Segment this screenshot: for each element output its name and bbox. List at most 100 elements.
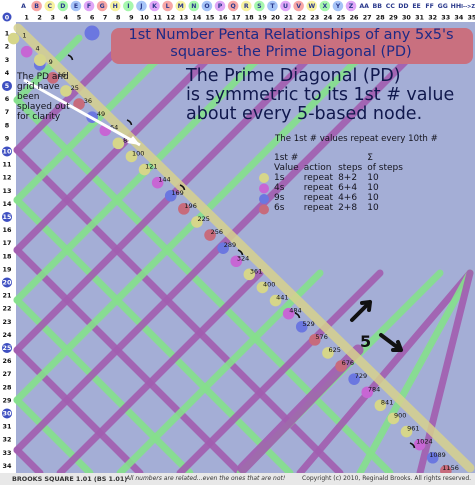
diagonal-value: 49 (97, 110, 105, 118)
column-letter-badge (267, 0, 278, 12)
lattice-line-up (176, 269, 384, 477)
statement-line-1: The Prime Diagonal (PD) (186, 66, 401, 86)
row-number: 29 (3, 396, 12, 404)
row-number: 31 (3, 423, 12, 431)
column-number: 19 (258, 14, 267, 22)
row-number: 21 (3, 292, 12, 300)
prime-diagonal-band (13, 23, 475, 473)
column-letter-badge (70, 0, 82, 12)
prime-diagonal: 1491625364964811001211441691962252562893… (7, 23, 475, 485)
column-letter-badge (227, 0, 239, 12)
row-number: 7 (5, 108, 9, 116)
symmetry-arrow (237, 249, 244, 256)
diagonal-node (400, 425, 413, 438)
row-number-badge (2, 342, 12, 353)
column-header-row: A B C D E F G H I J K L M N O P Q R S T U V W X Y Z AA BB CC DD EE FF GG… (18, 0, 475, 12)
column-letter: E (74, 3, 78, 10)
column-letter-badge (18, 0, 29, 12)
column-number: 27 (363, 14, 372, 22)
diagonal-node (47, 72, 59, 84)
lattice-line-up (356, 269, 474, 477)
column-number-row: 0 1 2 3 4 5 6 7 8 9 10 11 12 13 14 15 16 17 18 19 20 21 22 23 24… (0, 12, 475, 22)
statement-line-3: about every 5-based node. (186, 104, 423, 124)
row-number: 9 (5, 134, 10, 142)
column-letter: G (100, 3, 105, 10)
row-number: 6 (5, 95, 10, 103)
column-number-band (0, 12, 475, 22)
diagonal-node (426, 451, 439, 464)
column-number: 29 (389, 14, 398, 22)
column-letter-badge (201, 0, 213, 12)
diagonal-value: 100 (132, 149, 144, 157)
row-number: 30 (3, 409, 12, 417)
row-number: 33 (3, 449, 12, 457)
row-steps: 2+8 (338, 203, 358, 213)
repeat-row: 9s repeat 4+6 10 (274, 193, 408, 203)
row-action: repeat (303, 203, 334, 213)
diagonal-value: 64 (110, 123, 118, 131)
column-letter: N (191, 3, 196, 10)
column-letter: GG (438, 3, 448, 10)
row-value: 1s (274, 173, 285, 183)
column-number: 8 (116, 14, 121, 22)
footer-title: BROOKS SQUARE 1.01 (BS 1.01) (12, 475, 128, 483)
column-letter-badge (280, 0, 291, 12)
diagonal-value: 729 (355, 372, 367, 380)
column-letter-badge (96, 0, 108, 12)
column-number: 2 (37, 14, 41, 22)
column-letter: K (152, 3, 157, 10)
diagonal-node (256, 281, 269, 294)
symmetry-arrow (179, 184, 186, 191)
diagonal-value: 400 (263, 280, 275, 288)
column-number: 15 (205, 14, 214, 22)
footer-tagline: All numbers are related...even the ones … (126, 475, 286, 482)
column-number: 0 (5, 14, 10, 22)
row-number: 10 (3, 147, 12, 155)
column-letter: L (166, 3, 170, 10)
column-number: 25 (336, 14, 345, 22)
column-letter: W (308, 3, 315, 10)
row-number: 14 (3, 200, 12, 208)
column-number: 34 (454, 14, 463, 22)
diagram-title: 1st Number Penta Relationships of any 5x… (128, 27, 454, 60)
row-number-badge (2, 211, 12, 222)
row-number-column: 1234567891011121314151617181920212223242… (0, 22, 16, 484)
lattice-line-down (13, 396, 94, 477)
column-letter: B (34, 3, 39, 10)
row-number: 25 (3, 344, 12, 352)
diagonal-node (60, 85, 72, 97)
column-number: 30 (402, 14, 411, 22)
column-number: 32 (428, 14, 437, 22)
row-number: 12 (3, 174, 12, 182)
column-letter: T (270, 3, 275, 10)
diagonal-node (217, 242, 229, 254)
row-number-band (0, 22, 16, 473)
column-number: 1 (24, 14, 28, 22)
statement-line-2: is symmetric to its 1st # value (186, 85, 455, 105)
row-number: 13 (3, 187, 12, 195)
symmetry-arrow (126, 119, 133, 126)
row-action: repeat (303, 183, 334, 193)
lattice-line-up (296, 269, 474, 477)
column-letter: U (283, 3, 288, 10)
yellow-marker (34, 54, 46, 66)
diagonal-value: 529 (302, 320, 314, 328)
row-number: 22 (3, 305, 12, 313)
row-sum: 10 (367, 183, 379, 193)
diagonal-value: 841 (381, 398, 393, 406)
row-number: 26 (3, 357, 12, 365)
column-letter: DD (398, 3, 408, 10)
column-number: 26 (350, 14, 359, 22)
column-number: 24 (323, 14, 332, 22)
legend-dot (259, 183, 269, 194)
row-value: 6s (274, 203, 285, 213)
column-number: 28 (376, 14, 385, 22)
diagonal-value: 16 (58, 71, 66, 79)
column-letter-badge (123, 0, 134, 12)
diagonal-value: 225 (198, 215, 210, 223)
diagonal-value: 484 (289, 307, 301, 315)
row-number-badge (2, 146, 12, 157)
column-letter-badge (293, 0, 304, 12)
splay-pointer (23, 78, 141, 147)
